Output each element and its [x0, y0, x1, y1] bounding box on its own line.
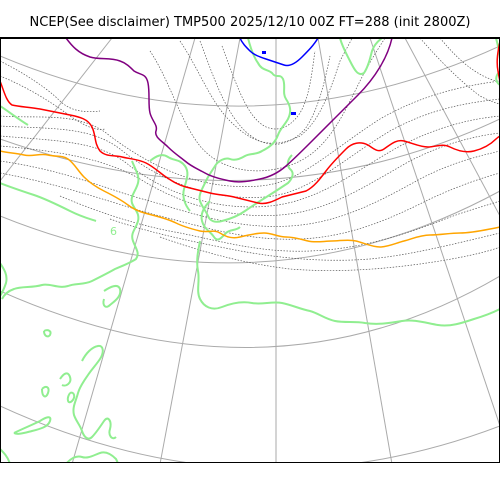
latitude-line [0, 118, 500, 181]
coastline [1, 160, 140, 300]
coastline [72, 344, 117, 440]
contour-red [0, 80, 500, 205]
coastline [43, 329, 52, 338]
contour-label: 6 [110, 225, 117, 238]
map-canvas: 6 [0, 38, 500, 462]
latitude-line [0, 190, 500, 264]
blue-marker [291, 112, 296, 115]
longitude-line [404, 38, 500, 217]
isotherm [159, 236, 500, 271]
blue-marker [262, 51, 266, 54]
contour-blue [239, 38, 319, 67]
isotherm [0, 172, 500, 240]
isotherm [221, 45, 316, 130]
coastline [0, 448, 11, 462]
coastline [198, 38, 294, 223]
colored-contours [0, 38, 500, 248]
isotherm [149, 38, 386, 172]
coastline [66, 451, 119, 462]
coastline [13, 416, 52, 435]
coastline [102, 284, 122, 308]
longitude-line [159, 38, 241, 462]
isotherm [0, 80, 500, 187]
contour-orange [0, 150, 500, 248]
coastline [339, 38, 383, 75]
coastline [41, 385, 50, 398]
isotherm [0, 60, 101, 113]
coastline [59, 372, 72, 387]
isotherm [0, 75, 106, 130]
latitude-line [0, 45, 500, 107]
isotherm [419, 38, 500, 105]
coastline [149, 154, 191, 212]
isotherm [0, 115, 500, 208]
isotherm [179, 38, 353, 144]
longitude-line [369, 38, 500, 427]
isotherm [0, 150, 500, 227]
coastlines [0, 38, 500, 462]
chart-title: NCEP(See disclaimer) TMP500 2025/12/10 0… [29, 15, 471, 30]
longitude-line [72, 38, 196, 462]
latitude-line [0, 275, 500, 348]
coastline [200, 200, 241, 241]
coastline [196, 240, 500, 327]
blue-markers [262, 51, 296, 115]
isotherm [0, 98, 500, 198]
latitude-line [0, 405, 500, 462]
map-panel: 6 [0, 37, 500, 463]
coastline [0, 105, 29, 126]
isotherm [439, 38, 500, 82]
coastline [66, 391, 76, 404]
isotherm [199, 40, 331, 145]
longitude-lines [0, 38, 500, 462]
longitude-line [0, 38, 113, 182]
longitude-line [317, 38, 393, 462]
isotherm [0, 132, 500, 216]
contour-purple [65, 38, 393, 183]
coastline [0, 262, 8, 297]
coastline [0, 182, 97, 222]
